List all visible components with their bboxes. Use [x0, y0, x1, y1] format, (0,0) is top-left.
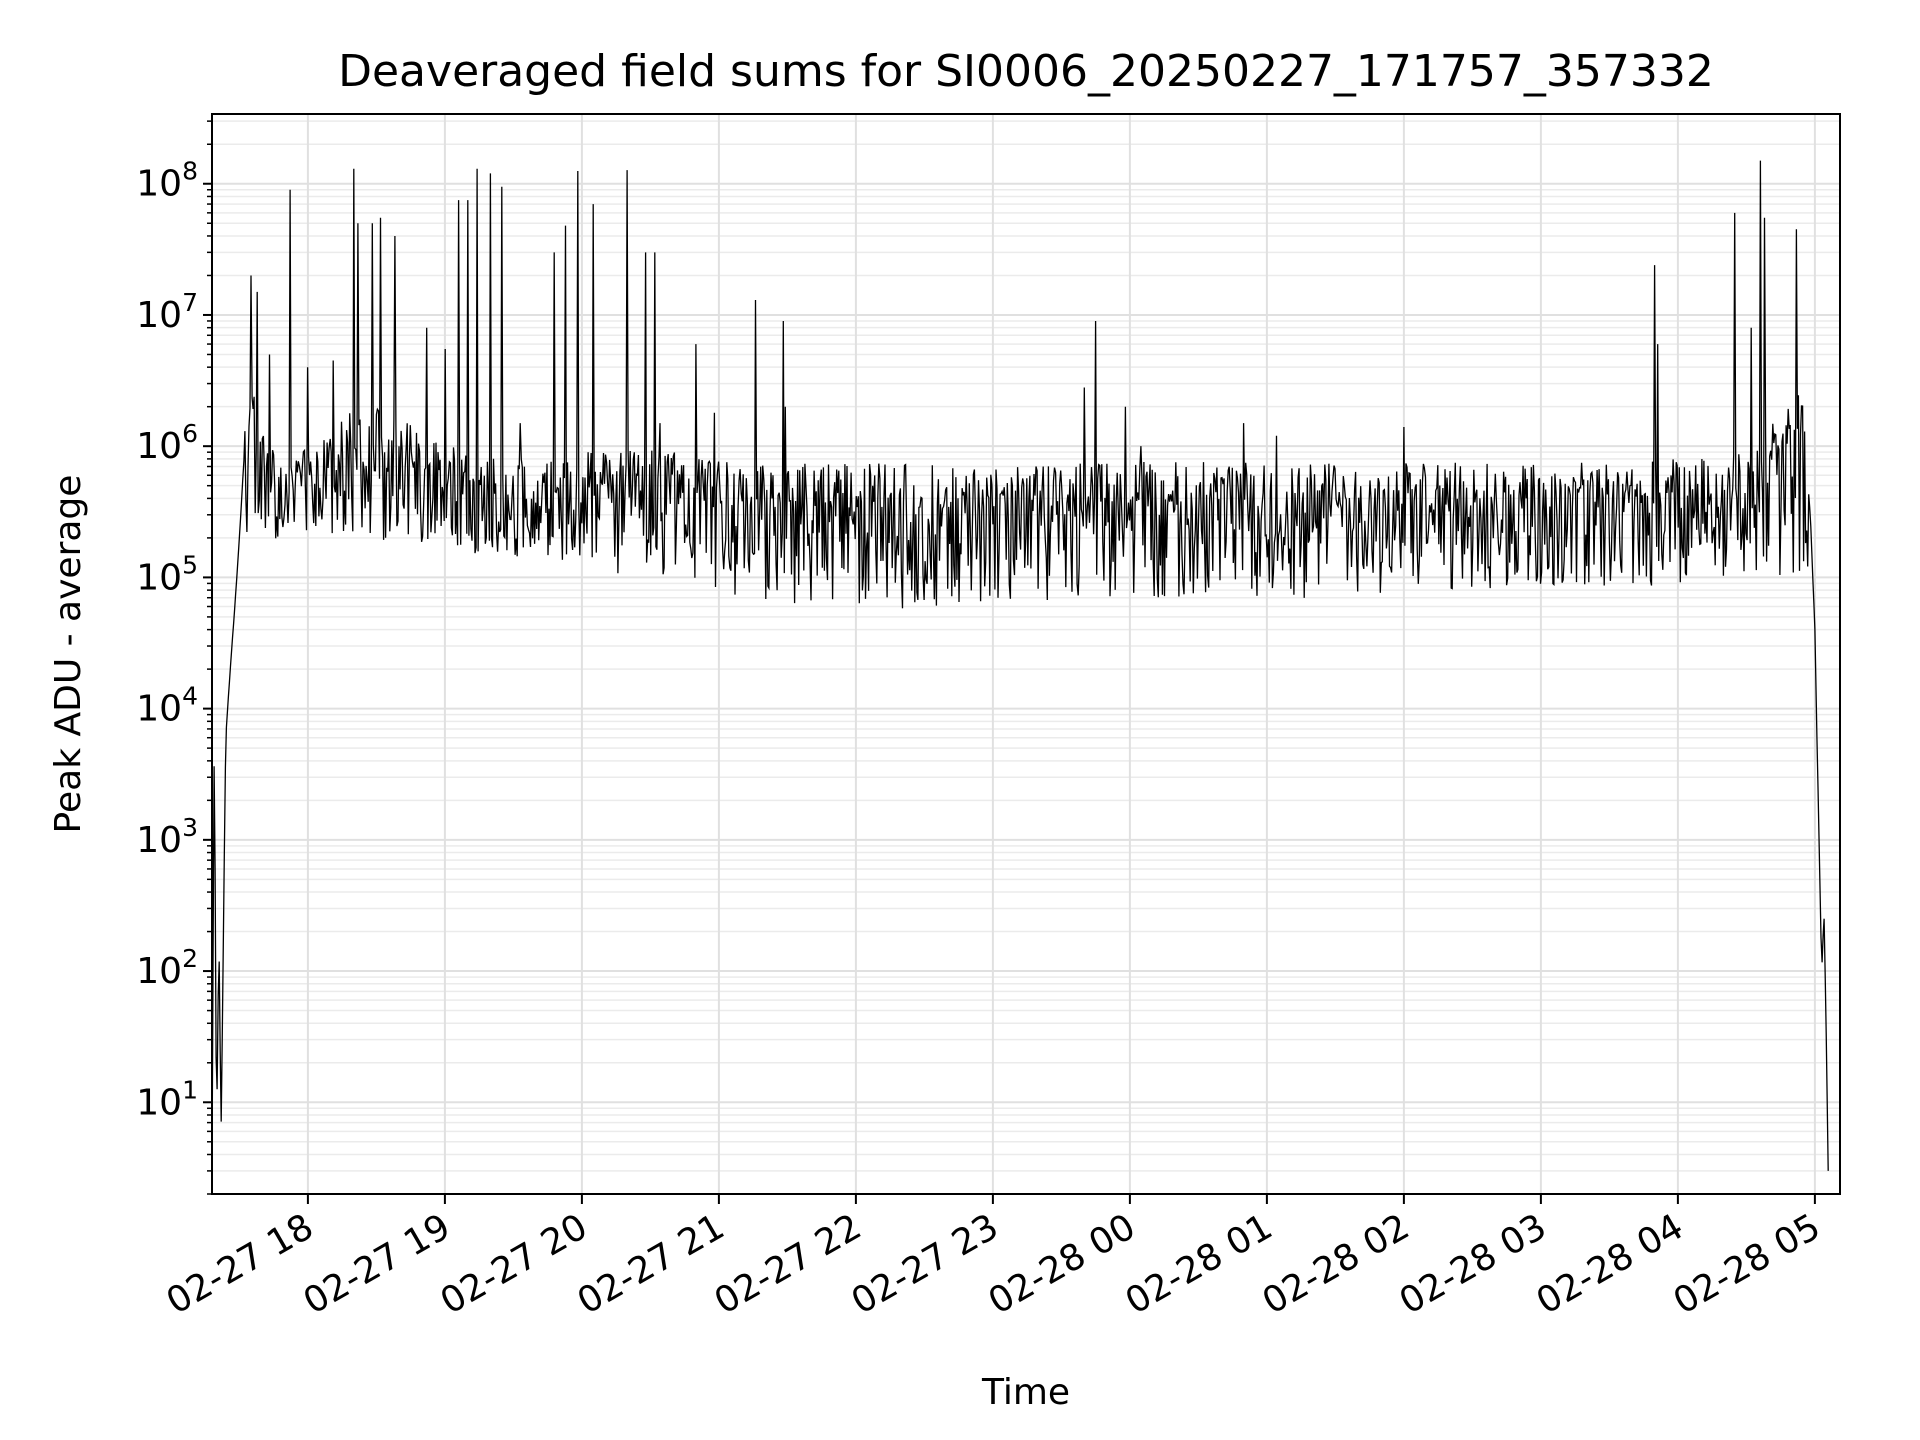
y-tick-label: 102: [136, 944, 198, 992]
x-axis-label: Time: [981, 1372, 1070, 1413]
y-tick-label: 101: [136, 1075, 198, 1123]
y-tick-label: 106: [136, 419, 198, 467]
data-series: [211, 160, 1829, 1171]
plot-frame: [211, 113, 1841, 1195]
series-line: [211, 160, 1829, 1171]
y-tick-label: 107: [136, 288, 198, 336]
chart-title: Deaveraged field sums for SI0006_2025022…: [338, 46, 1714, 97]
y-tick-label: 105: [136, 550, 198, 598]
y-tick-label: 103: [136, 813, 198, 861]
y-tick-label: 104: [136, 682, 198, 730]
y-axis-label: Peak ADU - average: [48, 475, 89, 834]
grid-lines: [212, 114, 1840, 1195]
y-tick-label: 108: [136, 157, 198, 205]
